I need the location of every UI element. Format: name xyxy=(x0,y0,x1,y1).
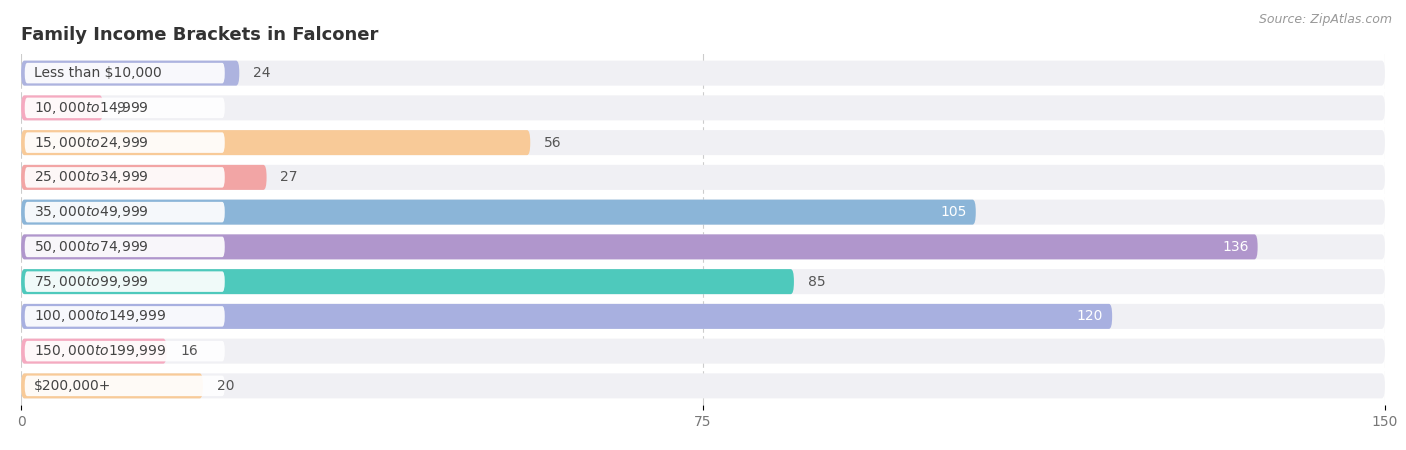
Text: Family Income Brackets in Falconer: Family Income Brackets in Falconer xyxy=(21,26,378,44)
Text: $100,000 to $149,999: $100,000 to $149,999 xyxy=(34,308,166,324)
FancyBboxPatch shape xyxy=(25,132,225,153)
FancyBboxPatch shape xyxy=(21,338,166,364)
FancyBboxPatch shape xyxy=(21,269,794,294)
FancyBboxPatch shape xyxy=(25,98,225,118)
FancyBboxPatch shape xyxy=(21,165,267,190)
Text: 9: 9 xyxy=(117,101,125,115)
FancyBboxPatch shape xyxy=(21,304,1385,329)
FancyBboxPatch shape xyxy=(21,234,1385,259)
FancyBboxPatch shape xyxy=(25,167,225,188)
Text: $150,000 to $199,999: $150,000 to $199,999 xyxy=(34,343,166,359)
Text: 136: 136 xyxy=(1222,240,1249,254)
Text: $200,000+: $200,000+ xyxy=(34,379,111,393)
Text: $25,000 to $34,999: $25,000 to $34,999 xyxy=(34,169,149,185)
Text: 105: 105 xyxy=(941,205,967,219)
FancyBboxPatch shape xyxy=(21,95,1385,121)
FancyBboxPatch shape xyxy=(25,341,225,361)
FancyBboxPatch shape xyxy=(21,374,202,398)
FancyBboxPatch shape xyxy=(21,374,1385,398)
FancyBboxPatch shape xyxy=(25,237,225,257)
FancyBboxPatch shape xyxy=(21,95,103,121)
Text: $10,000 to $14,999: $10,000 to $14,999 xyxy=(34,100,149,116)
Text: 27: 27 xyxy=(280,171,298,184)
FancyBboxPatch shape xyxy=(25,202,225,222)
FancyBboxPatch shape xyxy=(21,269,1385,294)
FancyBboxPatch shape xyxy=(21,130,530,155)
FancyBboxPatch shape xyxy=(25,306,225,327)
Text: $50,000 to $74,999: $50,000 to $74,999 xyxy=(34,239,149,255)
FancyBboxPatch shape xyxy=(21,200,976,225)
FancyBboxPatch shape xyxy=(25,376,225,396)
Text: $75,000 to $99,999: $75,000 to $99,999 xyxy=(34,274,149,290)
Text: 20: 20 xyxy=(217,379,233,393)
FancyBboxPatch shape xyxy=(21,234,1257,259)
FancyBboxPatch shape xyxy=(21,165,1385,190)
Text: 56: 56 xyxy=(544,135,561,149)
FancyBboxPatch shape xyxy=(21,61,1385,86)
Text: 16: 16 xyxy=(180,344,198,358)
Text: 24: 24 xyxy=(253,66,270,80)
Text: 120: 120 xyxy=(1077,310,1104,324)
FancyBboxPatch shape xyxy=(25,63,225,83)
FancyBboxPatch shape xyxy=(25,271,225,292)
Text: Less than $10,000: Less than $10,000 xyxy=(34,66,162,80)
Text: $15,000 to $24,999: $15,000 to $24,999 xyxy=(34,135,149,151)
Text: Source: ZipAtlas.com: Source: ZipAtlas.com xyxy=(1258,14,1392,27)
FancyBboxPatch shape xyxy=(21,200,1385,225)
FancyBboxPatch shape xyxy=(21,130,1385,155)
FancyBboxPatch shape xyxy=(21,304,1112,329)
Text: 85: 85 xyxy=(807,274,825,288)
FancyBboxPatch shape xyxy=(21,338,1385,364)
FancyBboxPatch shape xyxy=(21,61,239,86)
Text: $35,000 to $49,999: $35,000 to $49,999 xyxy=(34,204,149,220)
